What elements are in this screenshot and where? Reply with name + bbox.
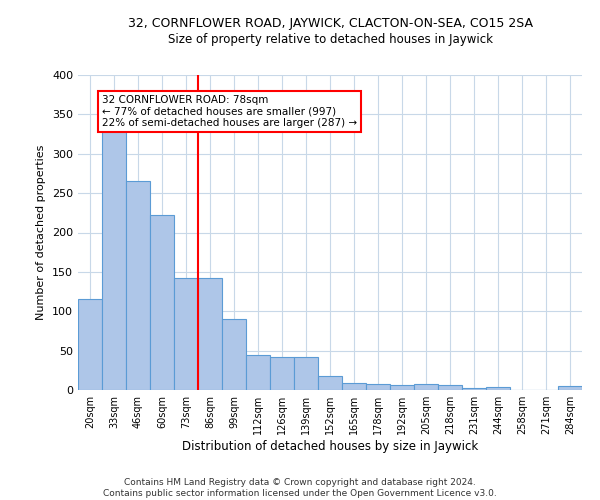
Bar [174, 278, 198, 390]
Bar [342, 383, 366, 390]
Text: Size of property relative to detached houses in Jaywick: Size of property relative to detached ho… [167, 32, 493, 46]
X-axis label: Distribution of detached houses by size in Jaywick: Distribution of detached houses by size … [182, 440, 478, 453]
Bar [318, 376, 342, 390]
Bar [126, 182, 150, 390]
Bar [222, 319, 246, 390]
Bar [150, 215, 174, 390]
Bar [390, 386, 414, 390]
Bar [414, 384, 438, 390]
Bar [198, 278, 222, 390]
Bar [102, 130, 126, 390]
Bar [438, 386, 462, 390]
Bar [558, 386, 582, 390]
Bar [462, 388, 486, 390]
Bar [366, 384, 390, 390]
Bar [270, 357, 294, 390]
Bar [294, 357, 318, 390]
Bar [78, 300, 102, 390]
Text: Contains HM Land Registry data © Crown copyright and database right 2024.
Contai: Contains HM Land Registry data © Crown c… [103, 478, 497, 498]
Bar [246, 354, 270, 390]
Text: 32 CORNFLOWER ROAD: 78sqm
← 77% of detached houses are smaller (997)
22% of semi: 32 CORNFLOWER ROAD: 78sqm ← 77% of detac… [102, 94, 357, 128]
Text: 32, CORNFLOWER ROAD, JAYWICK, CLACTON-ON-SEA, CO15 2SA: 32, CORNFLOWER ROAD, JAYWICK, CLACTON-ON… [128, 18, 533, 30]
Bar [486, 387, 510, 390]
Y-axis label: Number of detached properties: Number of detached properties [37, 145, 46, 320]
